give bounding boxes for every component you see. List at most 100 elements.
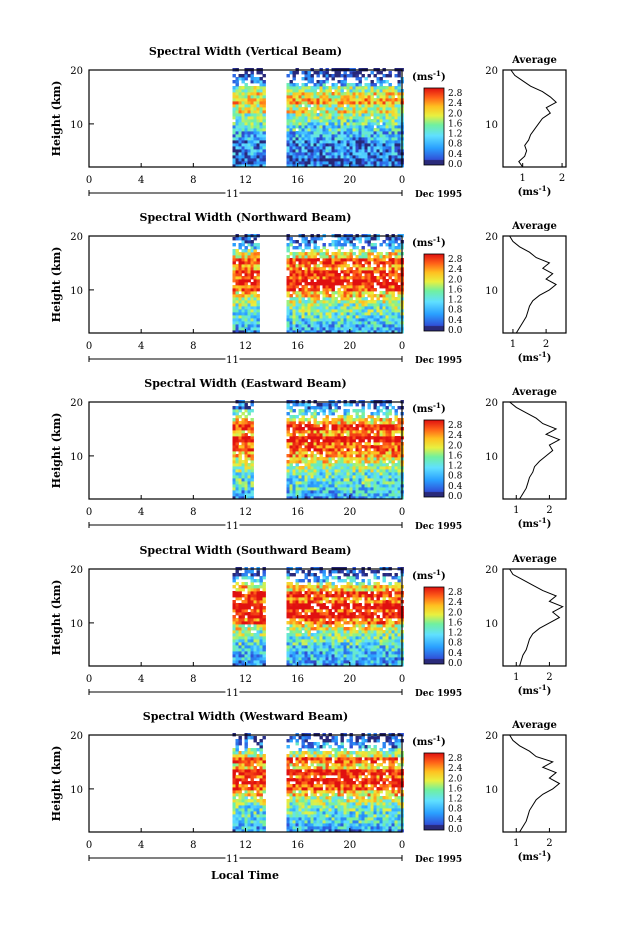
colorbar-label: 0.4 (448, 482, 463, 492)
date-day-bg (225, 686, 240, 698)
x-tick-label: 8 (190, 507, 196, 518)
colorbar-label: 0.4 (448, 649, 463, 659)
date-day-label: 11 (226, 688, 239, 699)
panel-1: Spectral Width (Vertical Beam) 20 10 Height… (50, 45, 567, 200)
date-line-end (88, 522, 403, 528)
panel-title: Spectral Width (Eastward Beam) (144, 377, 346, 390)
date-label: Dec 1995 (415, 190, 462, 200)
colorbar-label: 1.6 (448, 451, 463, 461)
x-tick-label: 0 (86, 341, 92, 352)
y-axis-label: Height (km) (50, 81, 63, 157)
panel-4: Spectral Width (Southward Beam)2010Heigh… (50, 544, 567, 699)
x-tick-label: 16 (291, 674, 304, 685)
colorbar-label: 0.4 (448, 316, 463, 326)
average-y-tick-label: 10 (485, 785, 498, 796)
x-tick-label: 12 (239, 175, 252, 186)
average-y-tick-label: 20 (485, 731, 498, 742)
date-line-end (88, 190, 403, 196)
colorbar-label: 0.8 (448, 140, 463, 150)
x-tick-label: 0 (86, 507, 92, 518)
colorbar-label: 1.2 (448, 130, 462, 140)
colorbar-label: 2.0 (448, 441, 463, 451)
x-tick-label: 4 (138, 840, 144, 851)
date-day-bg (225, 519, 240, 531)
date-day-label: 11 (226, 521, 239, 532)
colorbar (423, 87, 445, 166)
average-x-axis-label: (ms-1) (518, 516, 552, 531)
colorbar-label: 2.8 (448, 255, 463, 265)
colorbar-label: 0.4 (448, 150, 463, 160)
x-tick-label: 4 (138, 175, 144, 186)
y-tick-label: 10 (70, 286, 83, 297)
average-y-tick-label: 20 (485, 232, 498, 243)
colorbar-label: 1.6 (448, 784, 463, 794)
heatmap-cells (232, 567, 404, 667)
colorbar-label: 1.2 (448, 462, 462, 472)
average-profile-line (509, 401, 561, 500)
colorbar-label: 0.0 (448, 659, 463, 669)
average-x-tick-label: 2 (546, 672, 552, 683)
x-tick-label: 0 (399, 674, 405, 685)
colorbar-label: 2.0 (448, 774, 463, 784)
x-tick-label: 16 (291, 507, 304, 518)
colorbar-unit: (ms-1) (412, 235, 446, 250)
average-y-tick-label: 20 (485, 66, 498, 77)
average-x-tick-label: 2 (546, 505, 552, 516)
average-profile-line (509, 235, 557, 334)
colorbar-label: 0.0 (448, 160, 463, 170)
x-tick-label: 12 (239, 341, 252, 352)
average-frame (502, 401, 567, 500)
average-frame (502, 568, 567, 667)
x-tick-label: 16 (291, 175, 304, 186)
colorbar-label: 1.6 (448, 119, 463, 129)
colorbar-unit: (ms-1) (412, 568, 446, 583)
average-y-tick-label: 20 (485, 398, 498, 409)
average-x-tick-label: 1 (513, 672, 519, 683)
date-day-bg (225, 187, 240, 199)
x-tick-label: 20 (343, 507, 356, 518)
x-tick-label: 0 (399, 507, 405, 518)
colorbar-label: 2.4 (448, 265, 463, 275)
heatmap-cells (232, 234, 404, 334)
average-y-tick-label: 20 (485, 565, 498, 576)
x-tick-label: 0 (86, 674, 92, 685)
colorbar-label: 0.4 (448, 815, 463, 825)
average-profile-line (509, 568, 564, 667)
x-tick-label: 0 (399, 175, 405, 186)
colorbar-label: 0.8 (448, 639, 463, 649)
colorbar-label: 2.8 (448, 754, 463, 764)
y-tick-label: 20 (70, 565, 83, 576)
average-x-axis-label: (ms-1) (518, 350, 552, 365)
date-label: Dec 1995 (415, 356, 462, 366)
y-tick-label: 10 (70, 785, 83, 796)
average-title: Average (511, 387, 557, 398)
average-y-tick-label: 10 (485, 286, 498, 297)
y-tick-label: 10 (70, 452, 83, 463)
colorbar-label: 2.4 (448, 598, 463, 608)
panel-title: Spectral Width (Vertical Beam) (149, 45, 342, 58)
x-tick-label: 20 (343, 840, 356, 851)
y-tick-label: 10 (70, 120, 83, 131)
x-tick-label: 8 (190, 341, 196, 352)
date-day-bg (225, 852, 240, 864)
y-tick-label: 10 (70, 619, 83, 630)
colorbar-label: 1.6 (448, 618, 463, 628)
x-tick-label: 8 (190, 175, 196, 186)
heatmap-cells (232, 68, 404, 168)
average-y-tick-label: 10 (485, 452, 498, 463)
x-tick-label: 0 (86, 175, 92, 186)
colorbar (423, 419, 445, 498)
average-x-tick-label: 1 (513, 505, 519, 516)
colorbar-label: 1.2 (448, 795, 462, 805)
average-title: Average (511, 720, 557, 731)
date-day-bg (225, 353, 240, 365)
colorbar-unit: (ms-1) (412, 734, 446, 749)
colorbar-unit: (ms-1) (412, 401, 446, 416)
y-tick-label: 20 (70, 731, 83, 742)
panel-title: Spectral Width (Northward Beam) (140, 211, 352, 224)
colorbar-label: 0.8 (448, 472, 463, 482)
x-tick-label: 20 (343, 175, 356, 186)
average-profile-line (509, 734, 561, 833)
colorbar-label: 2.8 (448, 89, 463, 99)
average-frame (502, 69, 567, 168)
